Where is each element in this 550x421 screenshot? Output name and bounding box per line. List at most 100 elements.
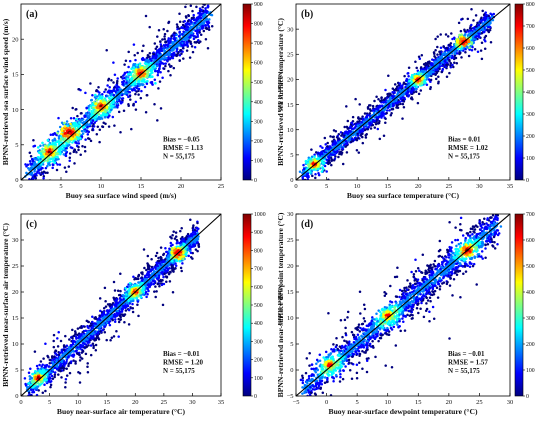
data-point <box>116 99 119 102</box>
data-point <box>306 181 309 184</box>
data-point <box>321 146 324 150</box>
data-point <box>417 92 421 96</box>
data-point <box>378 119 381 123</box>
data-point <box>146 292 149 296</box>
data-point <box>210 13 214 17</box>
data-point <box>169 65 172 68</box>
data-point <box>205 20 209 24</box>
x-axis-label: Buoy sea surface wind speed (m/s) <box>66 191 177 200</box>
data-point <box>104 299 107 303</box>
data-point <box>113 289 117 292</box>
data-point <box>195 16 199 20</box>
data-point <box>192 211 195 214</box>
data-point <box>204 7 207 10</box>
data-point <box>37 166 40 170</box>
data-point <box>312 181 315 184</box>
data-point <box>312 168 316 171</box>
data-point <box>419 66 423 69</box>
data-point <box>317 167 320 171</box>
data-point <box>162 67 166 71</box>
plot-frame <box>295 3 511 181</box>
data-point <box>338 151 342 155</box>
data-point <box>77 145 80 149</box>
data-point <box>104 305 108 308</box>
data-point <box>470 42 473 46</box>
data-point <box>351 115 355 119</box>
data-point <box>81 145 84 148</box>
data-point <box>56 345 60 348</box>
y-tick-label: 30 <box>287 26 294 33</box>
data-point <box>185 16 188 19</box>
x-tick-label: 0 <box>19 183 22 190</box>
data-point <box>143 80 146 83</box>
data-point <box>355 148 359 152</box>
data-point <box>395 85 399 89</box>
data-point <box>411 97 414 101</box>
data-point <box>141 80 144 83</box>
x-tick-label: 25 <box>446 183 453 190</box>
data-point <box>95 133 99 136</box>
data-point <box>450 32 453 35</box>
data-point <box>359 117 363 120</box>
data-point <box>322 162 326 165</box>
data-point <box>106 116 110 119</box>
data-point <box>342 141 346 144</box>
data-point <box>174 235 178 238</box>
data-point <box>343 125 346 129</box>
data-point <box>162 62 165 65</box>
data-point <box>306 161 310 164</box>
data-point <box>96 118 99 121</box>
data-point <box>313 155 316 158</box>
data-point <box>101 125 105 129</box>
data-point <box>116 91 119 94</box>
data-point <box>128 70 131 74</box>
data-point <box>109 108 113 112</box>
data-point <box>412 87 415 91</box>
colorbar-tick-label: 600 <box>526 46 535 52</box>
data-point <box>175 23 179 26</box>
data-point <box>446 35 450 38</box>
data-point <box>325 146 328 150</box>
data-point <box>35 393 39 396</box>
data-point <box>150 69 153 72</box>
data-point <box>208 18 211 21</box>
data-point <box>358 129 362 133</box>
data-point <box>39 144 42 148</box>
data-point <box>426 61 430 65</box>
data-point <box>403 74 406 78</box>
data-point <box>182 30 185 33</box>
data-point <box>380 104 384 108</box>
data-point <box>455 52 459 55</box>
data-point <box>457 21 461 25</box>
data-point <box>171 56 175 60</box>
data-point <box>470 8 473 11</box>
data-point <box>45 153 48 156</box>
data-point <box>52 153 55 157</box>
colorbar-tick-label: 400 <box>526 90 535 96</box>
data-point <box>469 29 472 32</box>
data-point <box>175 50 178 53</box>
data-point <box>337 132 341 136</box>
data-point <box>157 48 161 52</box>
data-point <box>464 48 467 51</box>
data-point <box>324 143 327 146</box>
data-point <box>189 4 193 7</box>
data-point <box>60 144 64 147</box>
data-point <box>196 29 200 33</box>
data-point <box>82 120 86 124</box>
data-point <box>128 87 132 91</box>
data-point <box>138 84 141 87</box>
data-point <box>89 99 93 102</box>
data-point <box>99 99 102 103</box>
data-point <box>36 191 39 194</box>
data-point <box>434 37 437 41</box>
data-point <box>448 54 451 57</box>
data-point <box>458 41 462 45</box>
data-point <box>101 93 104 96</box>
data-point <box>334 129 338 133</box>
data-point <box>437 75 440 79</box>
data-point <box>364 136 368 139</box>
data-point <box>361 141 365 145</box>
data-point <box>26 163 30 167</box>
